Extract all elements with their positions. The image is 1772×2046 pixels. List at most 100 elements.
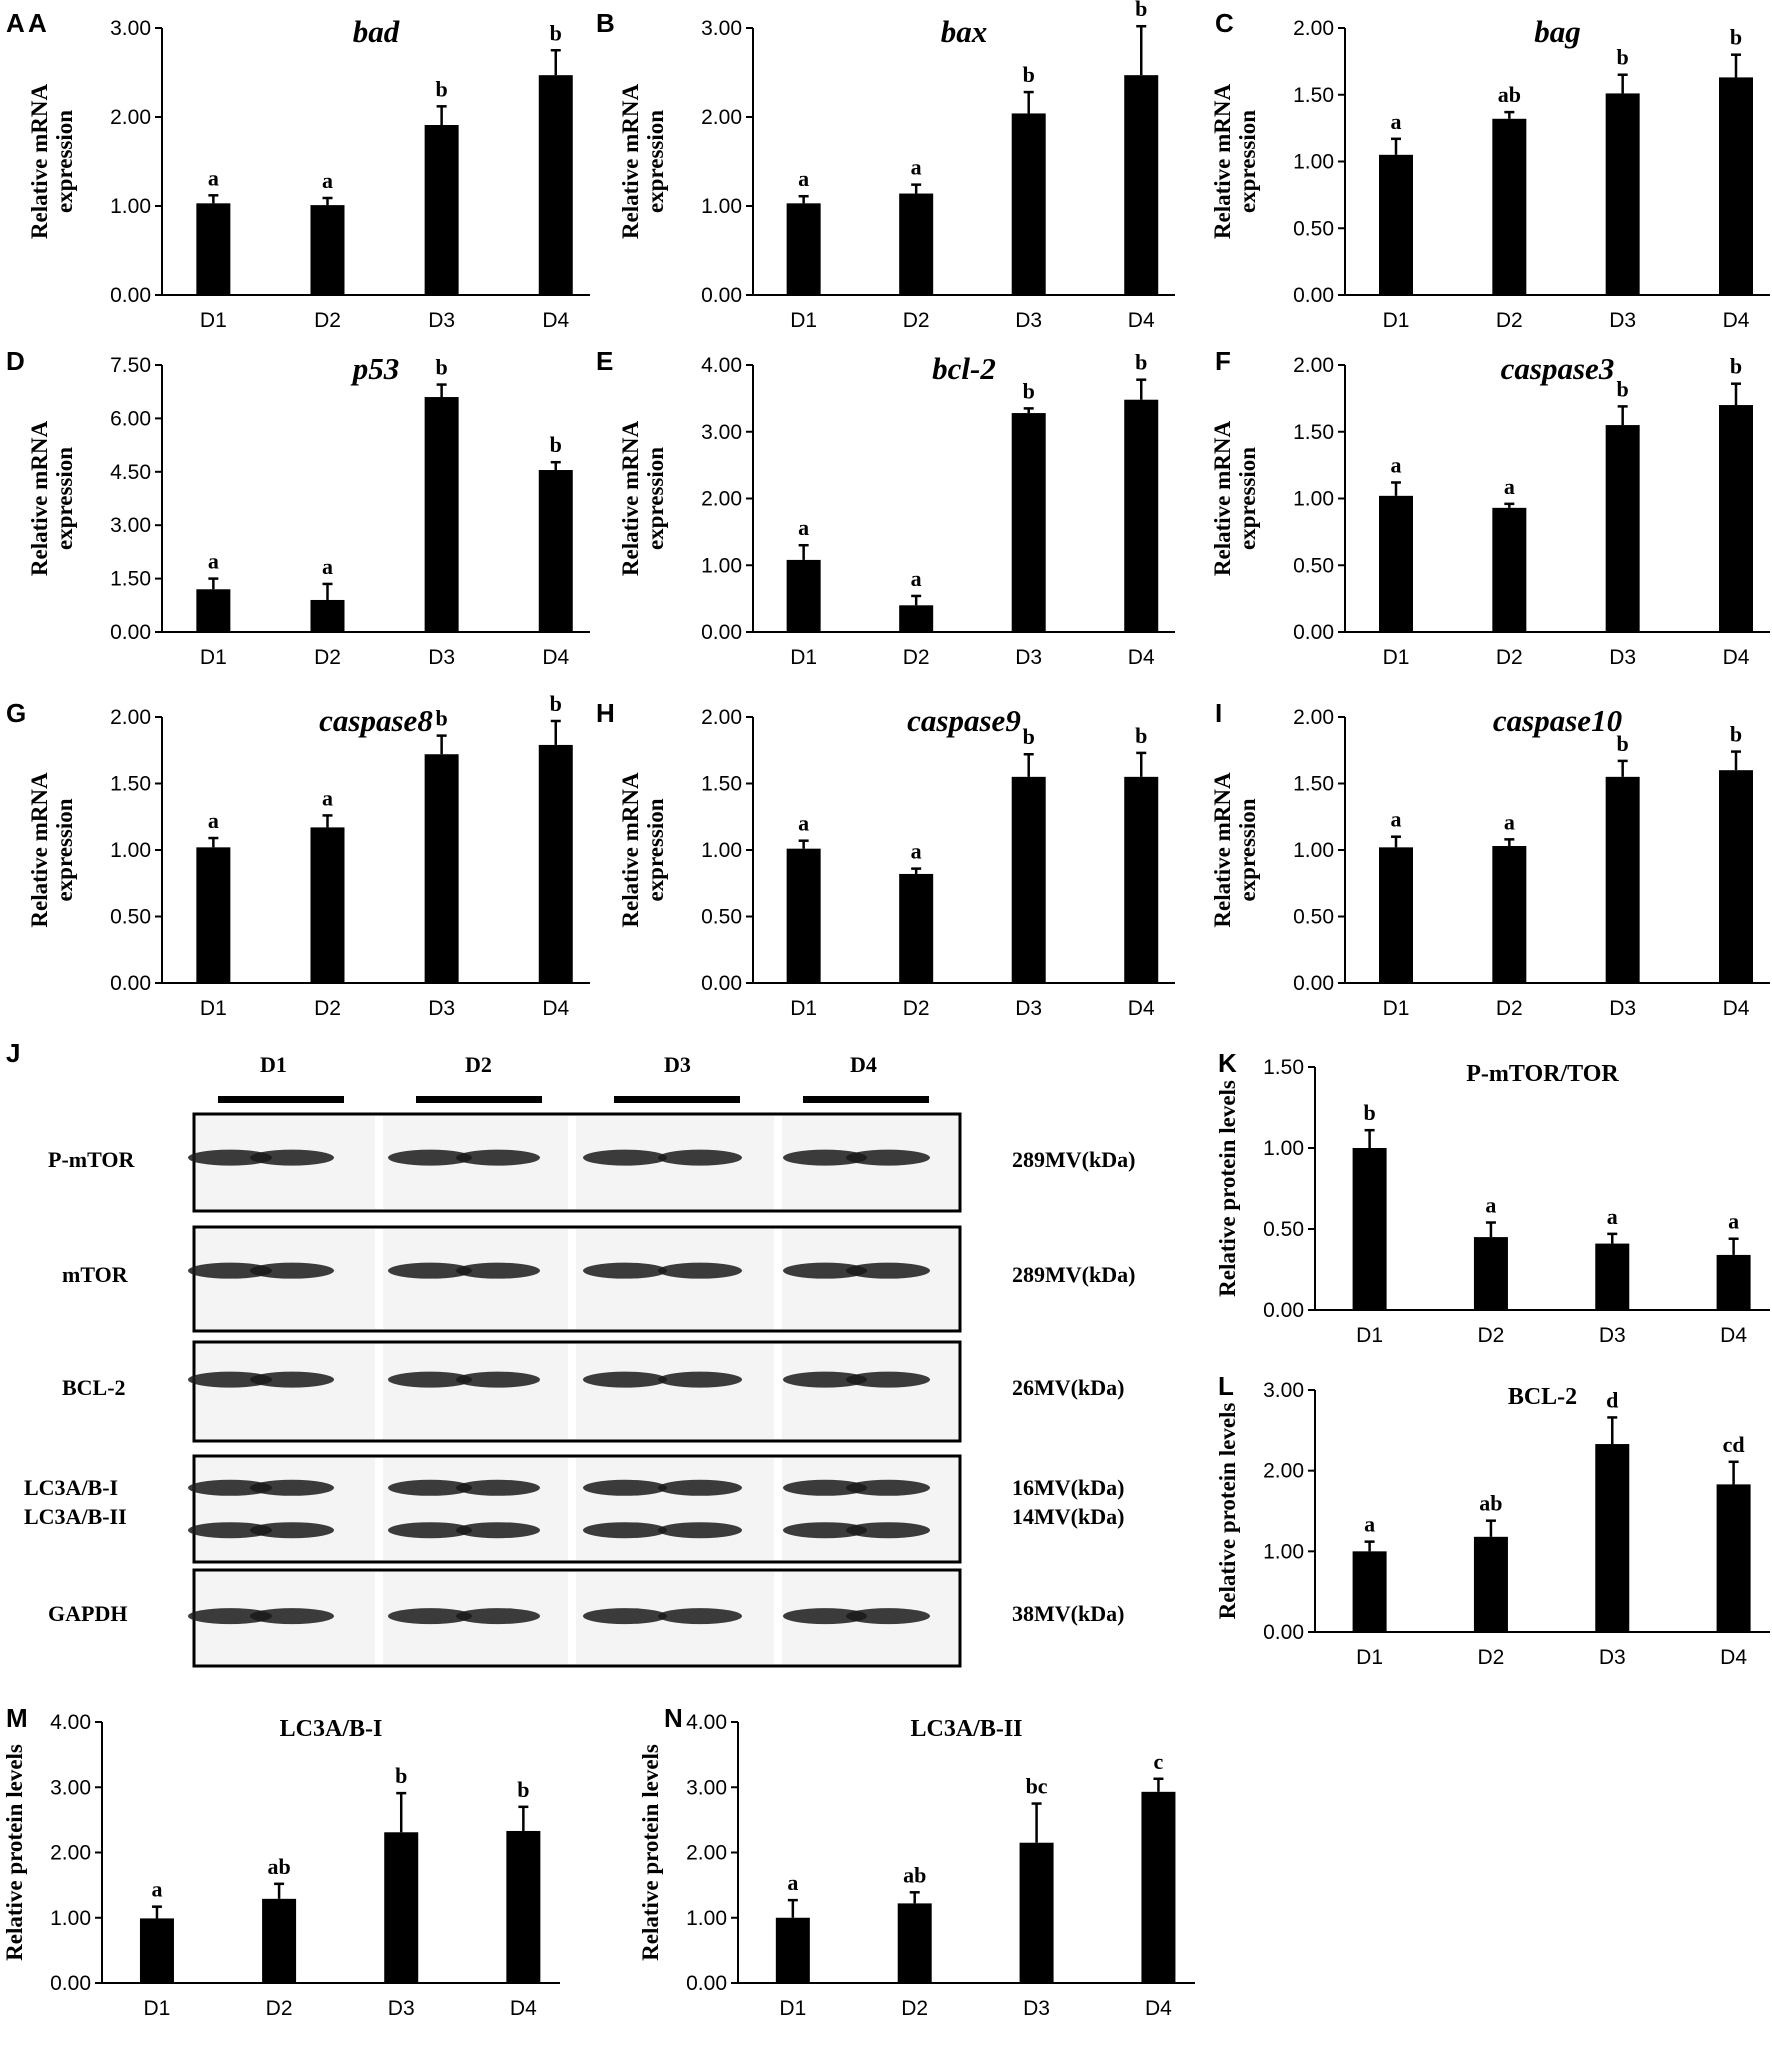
y-tick-label: 1.00 [1293,151,1334,174]
bar-d2 [262,1898,297,1983]
x-tick-label: D1 [790,997,817,1020]
blot-lane-separator [375,1572,383,1664]
blot-size-gapdh: 38MV(kDa) [1012,1601,1124,1626]
chart-title: bcl-2 [932,351,996,386]
y-tick-label: 1.50 [110,568,151,591]
blot-band [456,1371,540,1388]
y-tick-label: 1.00 [50,1907,91,1930]
significance-label: ab [1498,82,1521,107]
bar-d1 [1379,154,1413,295]
bar-d2 [1492,846,1527,983]
blot-lane-separator [375,1116,383,1209]
x-tick-label: D2 [903,309,930,332]
blot-band [456,1479,540,1496]
blot-band [456,1608,540,1625]
chart-i: I 0.00 0.50 1.00 1.50 2.00 Relative mRNA expres… [1210,698,1770,1020]
bar-d3 [424,754,459,983]
significance-label: b [1023,378,1035,403]
blot-lane-separator [774,1458,782,1560]
blot-lane-separator [774,1229,782,1329]
chart-title: bad [353,14,400,49]
y-tick-label: 1.50 [1293,773,1334,796]
y-axis-label-line2: expression [643,447,668,550]
bar-d1 [196,847,231,983]
blot-row-box [192,1454,962,1564]
significance-label: a [1504,474,1515,499]
bar-d4 [1124,776,1159,983]
bar-d4 [538,470,573,632]
y-axis-label: Relative mRNA [1210,421,1235,577]
y-axis-label: Relative mRNA [618,421,643,577]
y-axis-label-line2: expression [1235,447,1260,550]
x-tick-label: D4 [1128,309,1155,332]
significance-label: ab [1479,1491,1502,1516]
y-tick-label: 2.00 [701,706,742,729]
blot-band [388,1608,472,1625]
panel-letter-n: N [664,1703,683,1733]
blot-group-bar-d1 [218,1096,344,1103]
x-tick-label: D2 [314,997,341,1020]
y-axis-label: Relative protein levels [1215,1403,1240,1620]
blot-size-bcl-2: 26MV(kDa) [1012,1375,1124,1400]
significance-label: a [151,1877,162,1902]
bar-d2 [1492,507,1527,632]
bar-d3 [424,397,459,632]
blot-size-lc3-i: 16MV(kDa) [1012,1475,1124,1500]
y-tick-label: 0.50 [1263,1218,1304,1241]
bar-d4 [1719,77,1753,296]
blot-band [583,1371,667,1388]
x-tick-label: D1 [790,309,817,332]
bar-d1 [1379,847,1413,983]
blot-lane-separator [568,1344,576,1439]
blot-band [456,1149,540,1166]
significance-label: b [1135,350,1147,375]
bar-d3 [1605,93,1640,295]
blot-rows [188,1112,962,1668]
y-tick-label: 4.00 [50,1711,91,1734]
x-tick-label: D4 [1128,646,1155,669]
bar-d2 [1492,118,1527,295]
y-tick-label: 2.00 [1293,706,1334,729]
significance-label: a [1728,1209,1739,1234]
blot-band [658,1262,742,1279]
chart-k: K 0.00 0.50 1.00 1.50 Relative protein levels… [1215,1048,1770,1347]
x-tick-label: D2 [903,997,930,1020]
chart-title: bax [941,14,988,49]
blot-row-3 [188,1454,962,1564]
blot-band [583,1608,667,1625]
blot-band [658,1608,742,1625]
y-tick-label: 0.00 [1293,284,1334,307]
panel-letter-c: C [1215,8,1234,38]
significance-label: a [911,839,922,864]
y-tick-label: 2.00 [110,106,151,129]
y-tick-label: 1.00 [110,195,151,218]
y-tick-label: 0.00 [686,1972,727,1995]
x-tick-label: D1 [200,997,227,1020]
y-tick-label: 0.00 [1263,1621,1304,1644]
y-tick-label: 0.50 [110,906,151,929]
y-axis-label: Relative protein levels [638,1744,663,1961]
bar-d2 [899,605,934,632]
significance-label: a [208,808,219,833]
panel-letter-h: H [596,698,615,728]
x-tick-label: D3 [1609,309,1636,332]
significance-label: bc [1026,1774,1048,1799]
blot-lane-separator [774,1116,782,1209]
blot-band [783,1371,867,1388]
bar-d3 [1019,1842,1054,1983]
blot-band [846,1149,930,1166]
x-tick-label: D3 [428,997,455,1020]
x-tick-label: D3 [1015,997,1042,1020]
blot-lane-separator [375,1458,383,1560]
western-blot-panel: J D1 D2 D3 D4 P-mTOR mTOR BCL-2 LC3A/B-I… [6,1038,1135,1668]
x-tick-label: D3 [388,1997,415,2020]
bar-d2 [310,205,345,295]
y-axis-label-line2: expression [52,110,77,213]
x-tick-label: D4 [542,646,569,669]
panel-letter-g: G [6,698,26,728]
blot-row-box [192,1225,962,1333]
chart-b: B 0.00 1.00 2.00 3.00 Relative mRNA expression… [596,0,1175,332]
blot-group-bar-d2 [416,1096,542,1103]
bar-d3 [424,125,459,295]
y-tick-label: 0.00 [701,284,742,307]
